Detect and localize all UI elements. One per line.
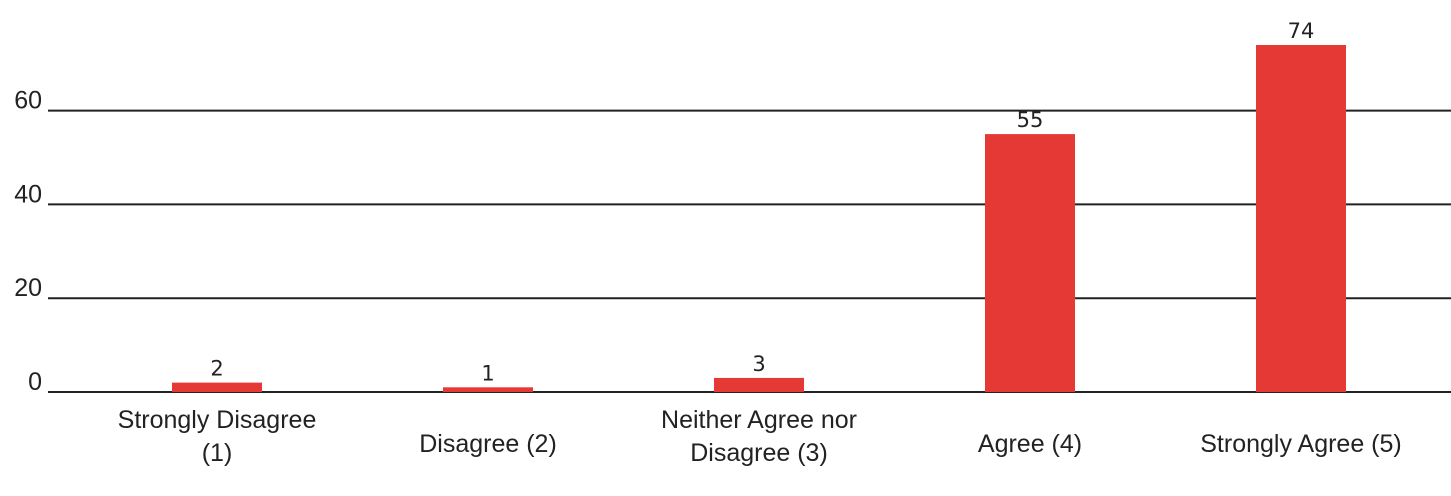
bar-2 — [443, 387, 533, 392]
y-tick-label: 20 — [14, 274, 42, 302]
category-label: Strongly Agree (5) — [1200, 430, 1402, 458]
y-axis-ticks: 0 20 40 60 — [14, 87, 42, 396]
category-label: Disagree (2) — [419, 430, 557, 458]
category-label: Disagree (3) — [690, 439, 828, 467]
y-tick-label: 60 — [14, 87, 42, 115]
category-label: (1) — [202, 439, 233, 467]
category-label: Neither Agree nor — [661, 406, 857, 434]
data-label: 1 — [481, 361, 494, 385]
gridlines — [48, 109, 1451, 393]
bar-3 — [714, 377, 804, 392]
data-label: 3 — [752, 352, 765, 376]
y-tick-label: 0 — [28, 368, 42, 396]
category-label: Strongly Disagree — [118, 406, 317, 434]
data-labels: 2 1 3 55 74 — [210, 19, 1314, 385]
data-label: 2 — [210, 357, 223, 381]
data-label: 55 — [1017, 108, 1044, 132]
bars — [172, 45, 1346, 392]
bar-1 — [172, 382, 262, 392]
data-label: 74 — [1288, 19, 1315, 43]
y-tick-label: 40 — [14, 180, 42, 208]
x-axis-categories: Strongly Disagree (1) Disagree (2) Neither … — [118, 406, 1402, 467]
bar-4 — [985, 134, 1075, 392]
category-label: Agree (4) — [978, 430, 1082, 458]
bar-5 — [1256, 45, 1346, 392]
